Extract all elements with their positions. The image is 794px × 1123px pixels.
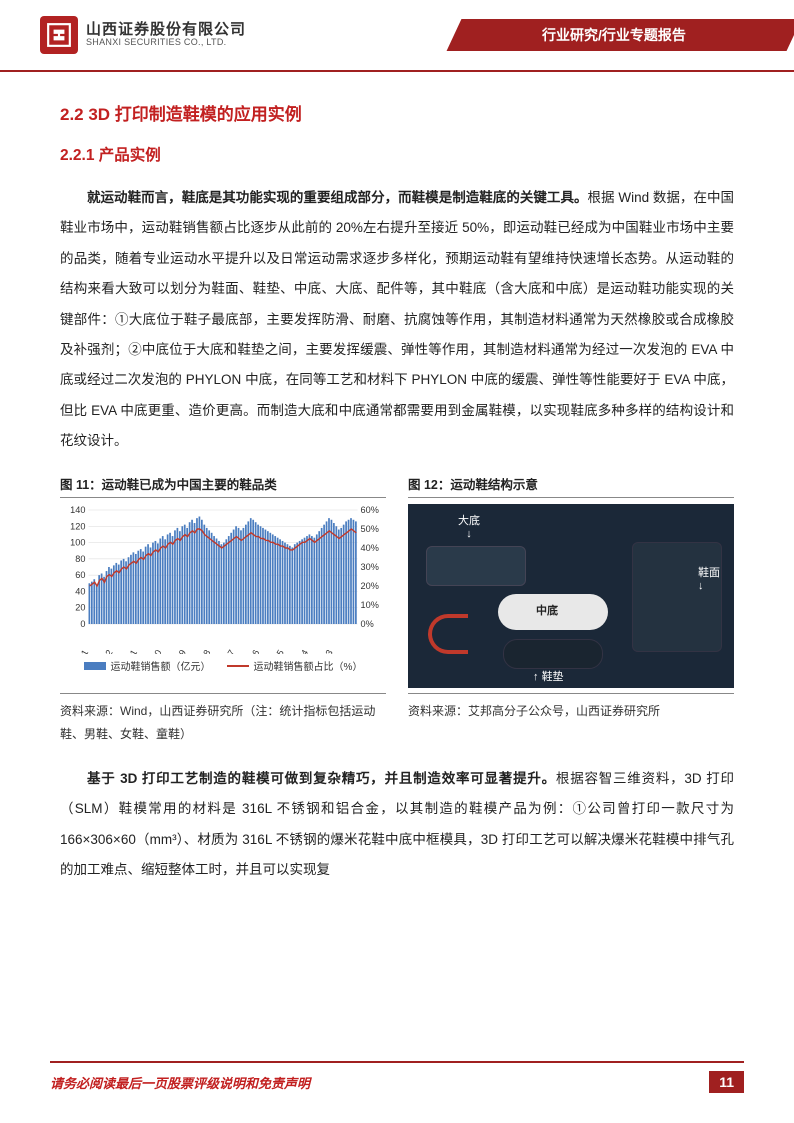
paragraph-1-bold: 就运动鞋而言，鞋底是其功能实现的重要组成部分，而鞋模是制造鞋底的关键工具。	[87, 190, 588, 205]
figure-11-legend: 运动鞋销售额（亿元） 运动鞋销售额占比（%）	[60, 658, 386, 673]
svg-text:2020-07: 2020-07	[211, 648, 237, 654]
legend-line-label: 运动鞋销售额占比（%）	[254, 658, 363, 673]
svg-text:2016-11: 2016-11	[114, 648, 139, 654]
svg-text:50%: 50%	[361, 524, 379, 534]
label-upper: 鞋面↓	[698, 564, 720, 592]
svg-text:40%: 40%	[361, 543, 379, 553]
svg-text:100: 100	[70, 538, 85, 548]
paragraph-2-bold: 基于 3D 打印工艺制造的鞋模可做到复杂精巧，并且制造效率可显著提升。	[87, 771, 556, 786]
paragraph-2: 基于 3D 打印工艺制造的鞋模可做到复杂精巧，并且制造效率可显著提升。根据容智三…	[60, 764, 734, 886]
paragraph-1-rest: 根据 Wind 数据，在中国鞋业市场中，运动鞋销售额占比逐步从此前的 20%左右…	[60, 190, 734, 448]
svg-text:0: 0	[80, 619, 85, 629]
company-logo-block: 山西证券股份有限公司 SHANXI SECURITIES CO., LTD.	[40, 16, 246, 54]
company-name-en: SHANXI SECURITIES CO., LTD.	[86, 38, 246, 48]
figure-12: 图 12：运动鞋结构示意 大底 鞋面↓ 中底 ↑ 鞋垫	[408, 474, 734, 746]
header-banner-text: 行业研究/行业专题报告	[484, 25, 744, 45]
company-logo-icon	[40, 16, 78, 54]
paragraph-1: 就运动鞋而言，鞋底是其功能实现的重要组成部分，而鞋模是制造鞋底的关键工具。根据 …	[60, 183, 734, 456]
section-heading-2-2-1: 2.2.1 产品实例	[60, 143, 734, 165]
figure-11-source: 资料来源：Wind，山西证券研究所（注：统计指标包括运动鞋、男鞋、女鞋、童鞋）	[60, 700, 386, 746]
paragraph-2-rest: 根据容智三维资料，3D 打印（SLM）鞋模常用的材料是 316L 不锈钢和铝合金…	[60, 771, 734, 877]
svg-text:20%: 20%	[361, 581, 379, 591]
figure-row: 图 11：运动鞋已成为中国主要的鞋品类 0 20 40 60 80 100 120 140 0%…	[60, 474, 734, 746]
svg-text:60%: 60%	[361, 505, 379, 515]
svg-text:2015-12: 2015-12	[89, 648, 115, 654]
figure-12-title: 图 12：运动鞋结构示意	[408, 474, 734, 498]
legend-bar-label: 运动鞋销售额（亿元）	[111, 658, 211, 673]
page-footer: 请务必阅读最后一页股票评级说明和免责声明 11	[0, 1071, 794, 1093]
svg-text:2024-03: 2024-03	[309, 648, 335, 654]
figure-11-title: 图 11：运动鞋已成为中国主要的鞋品类	[60, 474, 386, 498]
label-insole: ↑ 鞋垫	[533, 668, 564, 684]
header-rule	[0, 70, 794, 72]
svg-text:40: 40	[75, 587, 85, 597]
svg-text:2023-04: 2023-04	[285, 648, 311, 654]
figure-11: 图 11：运动鞋已成为中国主要的鞋品类 0 20 40 60 80 100 120 140 0%…	[60, 474, 386, 746]
figure-11-chart: 0 20 40 60 80 100 120 140 0% 10% 20% 30% 40% 50% 60% 20…	[60, 504, 386, 687]
header-banner: 行业研究/行业专题报告	[454, 19, 754, 51]
page-header: 山西证券股份有限公司 SHANXI SECURITIES CO., LTD. 行…	[0, 0, 794, 70]
figure-12-diagram: 大底 鞋面↓ 中底 ↑ 鞋垫	[408, 504, 734, 688]
svg-text:2019-08: 2019-08	[187, 648, 213, 654]
svg-text:140: 140	[70, 505, 85, 515]
svg-text:30%: 30%	[361, 562, 379, 572]
svg-text:2015-01: 2015-01	[65, 648, 91, 654]
svg-text:2018-09: 2018-09	[163, 648, 189, 654]
svg-text:2021-06: 2021-06	[236, 648, 262, 654]
footer-disclaimer: 请务必阅读最后一页股票评级说明和免责声明	[50, 1073, 310, 1092]
page-number: 11	[709, 1071, 744, 1093]
label-outsole: 大底	[458, 512, 480, 540]
figure-12-source: 资料来源：艾邦高分子公众号，山西证券研究所	[408, 700, 734, 723]
svg-text:2017-10: 2017-10	[138, 648, 164, 654]
svg-text:120: 120	[70, 522, 85, 532]
svg-text:10%: 10%	[361, 600, 379, 610]
label-midsole: 中底	[536, 602, 558, 618]
svg-text:60: 60	[75, 571, 85, 581]
svg-text:0%: 0%	[361, 619, 374, 629]
svg-text:2022-05: 2022-05	[260, 648, 286, 654]
section-heading-2-2: 2.2 3D 打印制造鞋模的应用实例	[60, 100, 734, 125]
company-name-cn: 山西证券股份有限公司	[86, 22, 246, 39]
svg-text:20: 20	[75, 603, 85, 613]
svg-text:80: 80	[75, 554, 85, 564]
